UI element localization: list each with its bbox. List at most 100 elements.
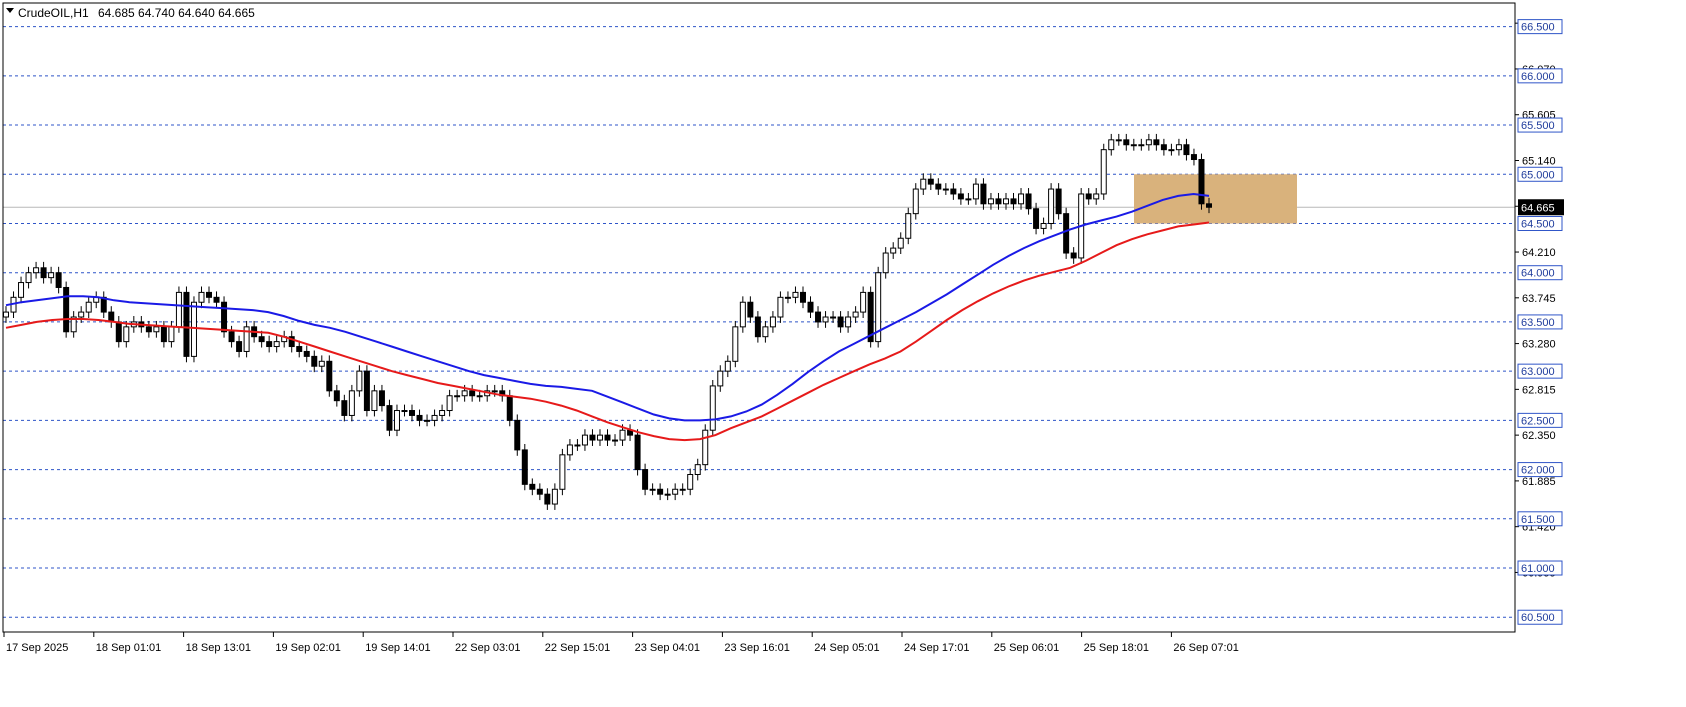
- candle-body: [927, 178, 934, 185]
- candle-body: [815, 311, 822, 323]
- candle-body: [559, 454, 566, 490]
- candle-body: [867, 291, 874, 343]
- candle-body: [860, 291, 867, 313]
- candle-body: [506, 395, 513, 421]
- candle-body: [702, 429, 709, 466]
- candle-body: [386, 405, 393, 431]
- candle-body: [664, 493, 671, 496]
- x-tick-label: 17 Sep 2025: [6, 642, 68, 654]
- zone-layer: [1134, 174, 1297, 224]
- level-label: 65.000: [1521, 169, 1555, 181]
- candle-body: [897, 237, 904, 249]
- symbol-dropdown-icon[interactable]: [6, 8, 14, 13]
- candle-body: [566, 444, 573, 456]
- candle-body: [416, 414, 423, 421]
- y-tick-label: 65.140: [1522, 155, 1556, 167]
- candle-body: [965, 198, 972, 201]
- chart-header: CrudeOIL,H1 64.685 64.740 64.640 64.665: [6, 6, 255, 20]
- level-label: 66.000: [1521, 71, 1555, 83]
- candle-body: [1198, 159, 1205, 205]
- candle-body: [333, 390, 340, 402]
- candle-body: [18, 282, 25, 298]
- candle-body: [476, 395, 483, 398]
- candle-body: [717, 370, 724, 387]
- candle-body: [266, 341, 273, 348]
- axes: 66.53566.07065.60565.14064.67564.21063.7…: [2, 2, 1564, 654]
- candle-body: [830, 316, 837, 319]
- x-tick-label: 19 Sep 02:01: [275, 642, 340, 654]
- candle-body: [461, 390, 468, 397]
- x-tick-label: 24 Sep 17:01: [904, 642, 969, 654]
- candle-body: [409, 410, 416, 416]
- candle-body: [288, 336, 295, 348]
- candle-body: [145, 326, 152, 333]
- candle-body: [1190, 154, 1197, 161]
- candle-body: [1070, 252, 1077, 259]
- candle-body: [491, 390, 498, 393]
- candle-body: [160, 326, 167, 343]
- candle-body: [454, 395, 461, 398]
- candle-body: [529, 483, 536, 490]
- candle-body: [33, 267, 40, 274]
- candle-body: [183, 291, 190, 357]
- candle-body: [78, 311, 85, 318]
- candle-body: [739, 301, 746, 328]
- candle-body: [1055, 188, 1062, 215]
- level-label-box: [1517, 560, 1563, 576]
- candle-body: [258, 336, 265, 343]
- candle-body: [882, 252, 889, 274]
- y-tick-label: 63.280: [1522, 339, 1556, 351]
- candle-body: [439, 410, 446, 416]
- x-tick-label: 25 Sep 18:01: [1084, 642, 1149, 654]
- level-label-box: [1517, 609, 1563, 625]
- candle-body: [890, 247, 897, 254]
- candle-body: [1040, 222, 1047, 229]
- level-label-box: [1517, 215, 1563, 231]
- level-label: 63.000: [1521, 366, 1555, 378]
- candle-body: [596, 434, 603, 441]
- candle-body: [341, 400, 348, 416]
- candle-body: [649, 488, 656, 491]
- level-label: 60.500: [1521, 612, 1555, 624]
- candle-body: [228, 331, 235, 343]
- candle-body: [123, 326, 130, 343]
- candle-body: [642, 469, 649, 490]
- level-label: 62.500: [1521, 415, 1555, 427]
- ma-fast-line: [5, 192, 1210, 422]
- candle-body: [63, 286, 70, 333]
- candle-body: [1123, 139, 1130, 146]
- candle-body: [311, 355, 318, 367]
- x-tick-label: 23 Sep 16:01: [724, 642, 789, 654]
- candle-body: [799, 291, 806, 303]
- candle-body: [378, 390, 385, 407]
- level-label-box: [1517, 117, 1563, 133]
- candle-body: [348, 390, 355, 416]
- candle-body: [957, 193, 964, 200]
- candle-body: [401, 410, 408, 413]
- candle-body: [536, 488, 543, 495]
- candle-body: [393, 410, 400, 431]
- candle-body: [657, 488, 664, 495]
- candle-body: [1048, 188, 1055, 224]
- ma-slow-line: [5, 221, 1210, 442]
- candle-body: [551, 488, 558, 505]
- candle-body: [972, 183, 979, 200]
- candle-body: [1183, 144, 1190, 156]
- candle-body: [1010, 198, 1017, 205]
- candle-body: [221, 301, 228, 333]
- level-label: 61.500: [1521, 514, 1555, 526]
- candle-body: [213, 296, 220, 303]
- candle-body: [168, 326, 175, 343]
- level-label: 64.500: [1521, 218, 1555, 230]
- level-label-box: [1517, 166, 1563, 182]
- candle-body: [55, 272, 62, 288]
- moving-averages: [5, 192, 1210, 442]
- candle-body: [544, 493, 551, 505]
- candle-body: [363, 370, 370, 412]
- candle-body: [273, 341, 280, 348]
- ohlc-values: 64.685 64.740 64.640 64.665: [98, 6, 255, 20]
- candle-body: [732, 326, 739, 362]
- level-label-box: [1517, 412, 1563, 428]
